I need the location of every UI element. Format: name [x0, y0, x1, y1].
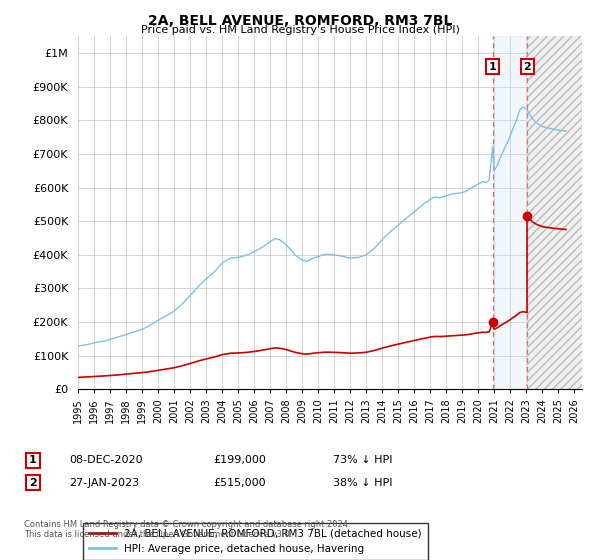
Text: 08-DEC-2020: 08-DEC-2020	[69, 455, 143, 465]
Bar	[493, 36, 527, 389]
Text: 2: 2	[29, 478, 37, 488]
Text: 2A, BELL AVENUE, ROMFORD, RM3 7BL: 2A, BELL AVENUE, ROMFORD, RM3 7BL	[148, 14, 452, 28]
Text: Contains HM Land Registry data © Crown copyright and database right 2024.
This d: Contains HM Land Registry data © Crown c…	[24, 520, 350, 539]
Text: £515,000: £515,000	[213, 478, 266, 488]
Bar	[527, 36, 582, 389]
Text: 27-JAN-2023: 27-JAN-2023	[69, 478, 139, 488]
Text: 1: 1	[29, 455, 37, 465]
Text: £199,000: £199,000	[213, 455, 266, 465]
Text: 73% ↓ HPI: 73% ↓ HPI	[333, 455, 392, 465]
Text: 2: 2	[523, 62, 531, 72]
Text: 38% ↓ HPI: 38% ↓ HPI	[333, 478, 392, 488]
Text: 1: 1	[489, 62, 497, 72]
Legend: 2A, BELL AVENUE, ROMFORD, RM3 7BL (detached house), HPI: Average price, detached: 2A, BELL AVENUE, ROMFORD, RM3 7BL (detac…	[83, 522, 428, 560]
Bar	[527, 36, 582, 389]
Text: Price paid vs. HM Land Registry's House Price Index (HPI): Price paid vs. HM Land Registry's House …	[140, 25, 460, 35]
